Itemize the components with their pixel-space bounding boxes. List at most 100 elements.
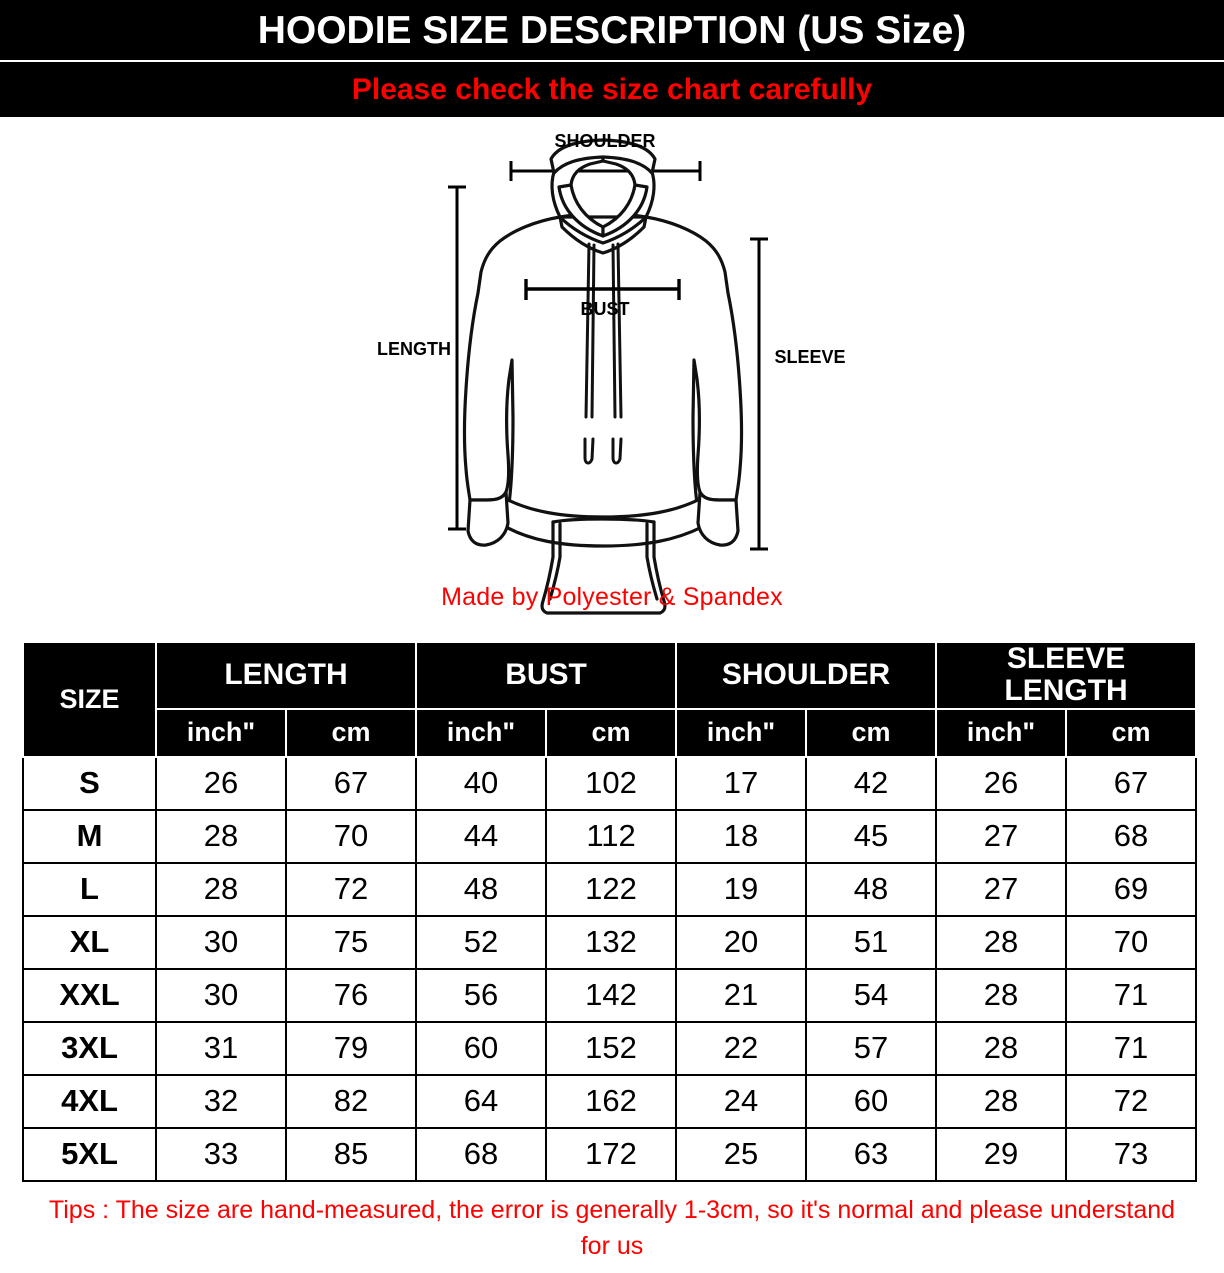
- cell-bust-cm: 112: [545, 808, 678, 864]
- cell-size-m: M: [22, 808, 157, 864]
- material-caption: Made by Polyester & Spandex: [441, 583, 783, 611]
- cell-shoulder-inch: 24: [675, 1073, 808, 1129]
- table-header-row-units: inch" cm inch" cm inch" cm inch" cm: [23, 707, 1198, 758]
- header-unit-shoulder-inch: inch": [675, 707, 808, 758]
- shoulder-label: SHOULDER: [554, 131, 655, 151]
- cell-sleeve-cm: 71: [1065, 1020, 1198, 1076]
- length-label: LENGTH: [377, 339, 451, 359]
- table-header-row-groups: SIZE LENGTH BUST SHOULDER SLEEVE LENGTH: [22, 641, 1198, 758]
- cell-length-cm: 75: [284, 914, 418, 970]
- cell-bust-inch: 60: [415, 1020, 548, 1076]
- header-unit-bust-cm: cm: [545, 707, 678, 758]
- cell-shoulder-inch: 22: [675, 1020, 808, 1076]
- cell-bust-cm: 172: [545, 1126, 678, 1182]
- cell-sleeve-inch: 26: [935, 755, 1068, 811]
- cell-bust-inch: 48: [415, 861, 548, 917]
- header-size: SIZE: [22, 641, 157, 758]
- cell-shoulder-cm: 45: [805, 808, 938, 864]
- header-unit-shoulder-cm: cm: [805, 707, 938, 758]
- cell-sleeve-inch: 28: [935, 1020, 1068, 1076]
- hoodie-illustration-svg: SHOULDER BUST LENGTH SLEEVE: [377, 131, 846, 615]
- table-header: SIZE LENGTH BUST SHOULDER SLEEVE LENGTH i…: [22, 641, 1198, 758]
- cell-sleeve-inch: 29: [935, 1126, 1068, 1182]
- header-group-bust: BUST: [415, 641, 678, 710]
- table-row: M 28 70 44 112 18 45 27 68: [22, 808, 1198, 864]
- cell-length-cm: 72: [284, 861, 418, 917]
- cell-length-inch: 28: [155, 808, 287, 864]
- cell-sleeve-cm: 68: [1065, 808, 1198, 864]
- cell-length-cm: 79: [284, 1020, 418, 1076]
- header-unit-length-cm: cm: [284, 707, 418, 758]
- cell-bust-inch: 56: [415, 967, 548, 1023]
- cell-shoulder-inch: 17: [675, 755, 808, 811]
- header-unit-sleeve-cm: cm: [1065, 707, 1198, 758]
- cell-size-xl: XL: [22, 914, 157, 970]
- cell-size-3xl: 3XL: [22, 1020, 157, 1076]
- cell-length-cm: 67: [284, 755, 418, 811]
- page-title: HOODIE SIZE DESCRIPTION (US Size): [0, 0, 1224, 62]
- length-dimension-line: [448, 185, 466, 531]
- shoulder-dimension-line: [509, 161, 702, 181]
- header-unit-length-inch: inch": [155, 707, 287, 758]
- cell-bust-cm: 152: [545, 1020, 678, 1076]
- cell-sleeve-inch: 27: [935, 861, 1068, 917]
- cell-shoulder-cm: 60: [805, 1073, 938, 1129]
- cell-size-5xl: 5XL: [22, 1126, 157, 1182]
- cell-length-cm: 76: [284, 967, 418, 1023]
- table-body: S 26 67 40 102 17 42 26 67 M 28 70 44 112 18 45 27 68 L 28 7…: [22, 755, 1198, 1182]
- cell-shoulder-inch: 21: [675, 967, 808, 1023]
- cell-size-xxl: XXL: [22, 967, 157, 1023]
- hoodie-drawstrings: [583, 242, 623, 465]
- cell-length-inch: 28: [155, 861, 287, 917]
- hoodie-hood: [549, 138, 657, 255]
- header-unit-sleeve-inch: inch": [935, 707, 1068, 758]
- cell-length-inch: 32: [155, 1073, 287, 1129]
- table-row: 5XL 33 85 68 172 25 63 29 73: [22, 1126, 1198, 1182]
- size-table: SIZE LENGTH BUST SHOULDER SLEEVE LENGTH i…: [22, 641, 1198, 1182]
- cell-bust-cm: 132: [545, 914, 678, 970]
- header-group-length: LENGTH: [154, 641, 418, 710]
- cell-shoulder-inch: 20: [675, 914, 808, 970]
- cell-sleeve-inch: 28: [935, 914, 1068, 970]
- cell-bust-cm: 142: [545, 967, 678, 1023]
- size-table-container: SIZE LENGTH BUST SHOULDER SLEEVE LENGTH i…: [22, 641, 1198, 1182]
- cell-bust-inch: 40: [415, 755, 548, 811]
- cell-sleeve-cm: 69: [1065, 861, 1198, 917]
- cell-length-inch: 31: [155, 1020, 287, 1076]
- bust-label: BUST: [581, 299, 630, 319]
- cell-sleeve-cm: 73: [1065, 1126, 1198, 1182]
- cell-bust-inch: 68: [415, 1126, 548, 1182]
- cell-bust-inch: 52: [415, 914, 548, 970]
- header-group-sleeve-length: SLEEVE LENGTH: [935, 641, 1198, 710]
- cell-size-l: L: [22, 861, 157, 917]
- table-row: S 26 67 40 102 17 42 26 67: [22, 755, 1198, 811]
- cell-length-inch: 30: [155, 967, 287, 1023]
- cell-shoulder-cm: 57: [805, 1020, 938, 1076]
- cell-sleeve-inch: 28: [935, 1073, 1068, 1129]
- table-row: L 28 72 48 122 19 48 27 69: [22, 861, 1198, 917]
- bust-dimension-line: [524, 279, 681, 300]
- cell-bust-cm: 102: [545, 755, 678, 811]
- cell-length-cm: 82: [284, 1073, 418, 1129]
- page-subtitle: Please check the size chart carefully: [351, 72, 873, 106]
- cell-sleeve-cm: 71: [1065, 967, 1198, 1023]
- cell-shoulder-cm: 51: [805, 914, 938, 970]
- header-banner: HOODIE SIZE DESCRIPTION (US Size) Please…: [0, 0, 1224, 117]
- header-unit-bust-inch: inch": [415, 707, 548, 758]
- cell-bust-cm: 162: [545, 1073, 678, 1129]
- cell-length-inch: 26: [155, 755, 287, 811]
- cell-length-cm: 85: [284, 1126, 418, 1182]
- header-group-shoulder: SHOULDER: [675, 641, 938, 710]
- cell-bust-cm: 122: [545, 861, 678, 917]
- hoodie-pocket: [540, 517, 667, 615]
- cell-shoulder-cm: 54: [805, 967, 938, 1023]
- sleeve-dimension-line: [750, 237, 768, 551]
- cell-sleeve-inch: 28: [935, 967, 1068, 1023]
- table-row: XXL 30 76 56 142 21 54 28 71: [22, 967, 1198, 1023]
- cell-length-inch: 33: [155, 1126, 287, 1182]
- cell-sleeve-cm: 70: [1065, 914, 1198, 970]
- cell-sleeve-cm: 67: [1065, 755, 1198, 811]
- table-row: 3XL 31 79 60 152 22 57 28 71: [22, 1020, 1198, 1076]
- hoodie-diagram: SHOULDER BUST LENGTH SLEEVE: [0, 117, 1224, 634]
- cell-size-4xl: 4XL: [22, 1073, 157, 1129]
